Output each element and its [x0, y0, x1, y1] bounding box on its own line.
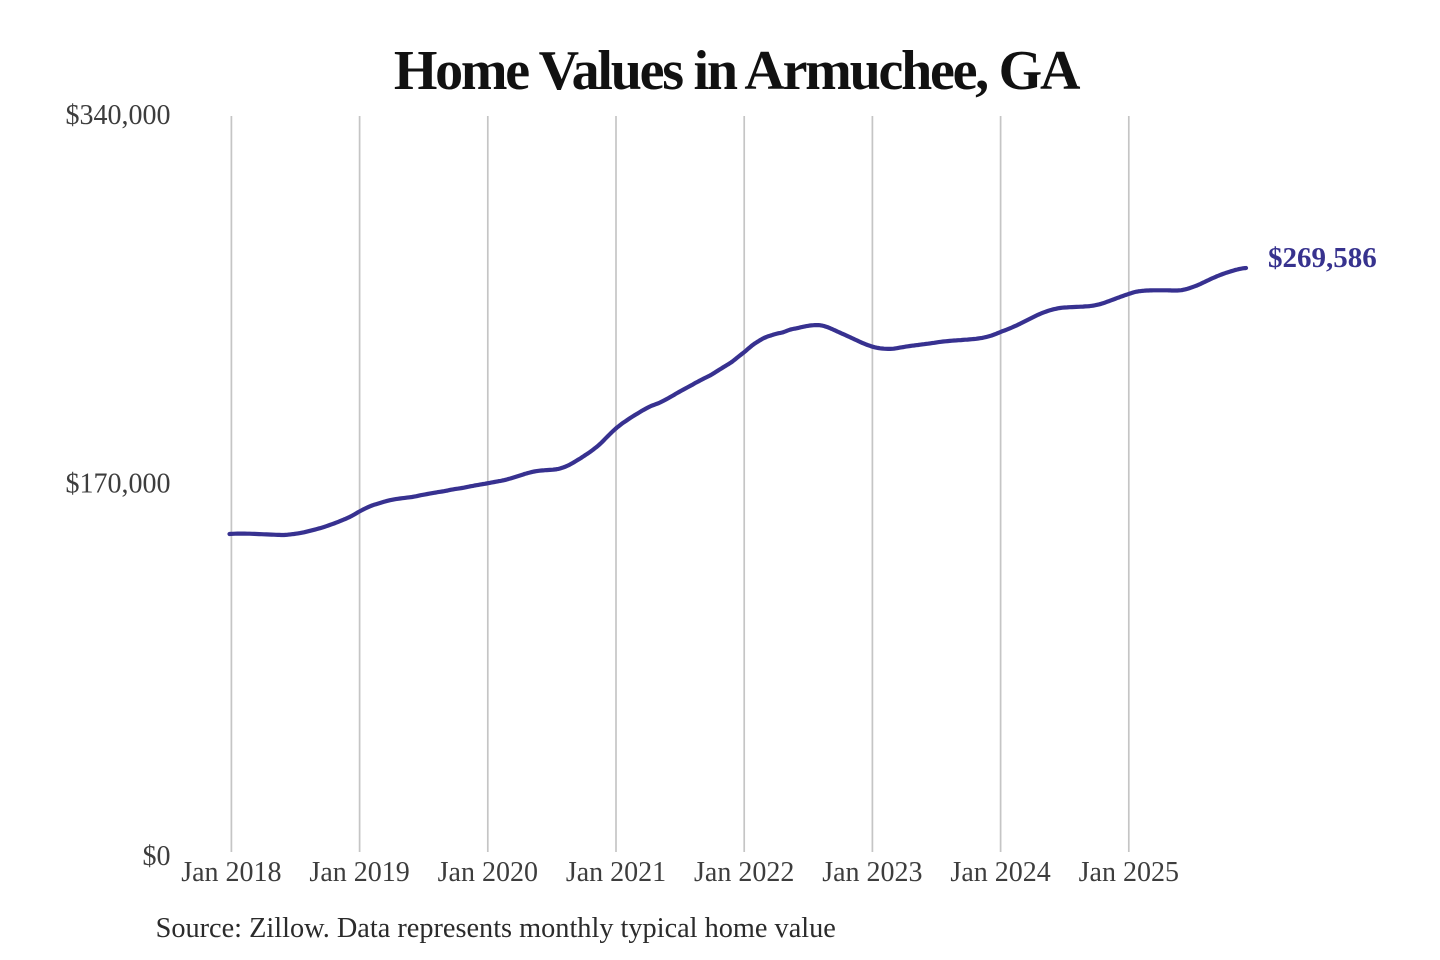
svg-text:$170,000: $170,000 — [66, 469, 171, 500]
svg-text:Jan 2019: Jan 2019 — [309, 857, 409, 888]
svg-text:Home Values in Armuchee, GA: Home Values in Armuchee, GA — [394, 40, 1081, 102]
svg-text:Source: Zillow. Data represent: Source: Zillow. Data represents monthly … — [156, 913, 836, 944]
svg-text:Jan 2024: Jan 2024 — [950, 857, 1050, 888]
svg-text:Jan 2018: Jan 2018 — [181, 857, 281, 888]
svg-text:$269,586: $269,586 — [1268, 242, 1377, 274]
svg-text:Jan 2025: Jan 2025 — [1079, 857, 1179, 888]
svg-text:$340,000: $340,000 — [66, 100, 171, 131]
svg-text:$0: $0 — [143, 841, 171, 872]
svg-text:Jan 2021: Jan 2021 — [566, 857, 666, 888]
svg-text:Jan 2023: Jan 2023 — [822, 857, 922, 888]
svg-text:Jan 2020: Jan 2020 — [438, 857, 538, 888]
svg-text:Jan 2022: Jan 2022 — [694, 857, 794, 888]
